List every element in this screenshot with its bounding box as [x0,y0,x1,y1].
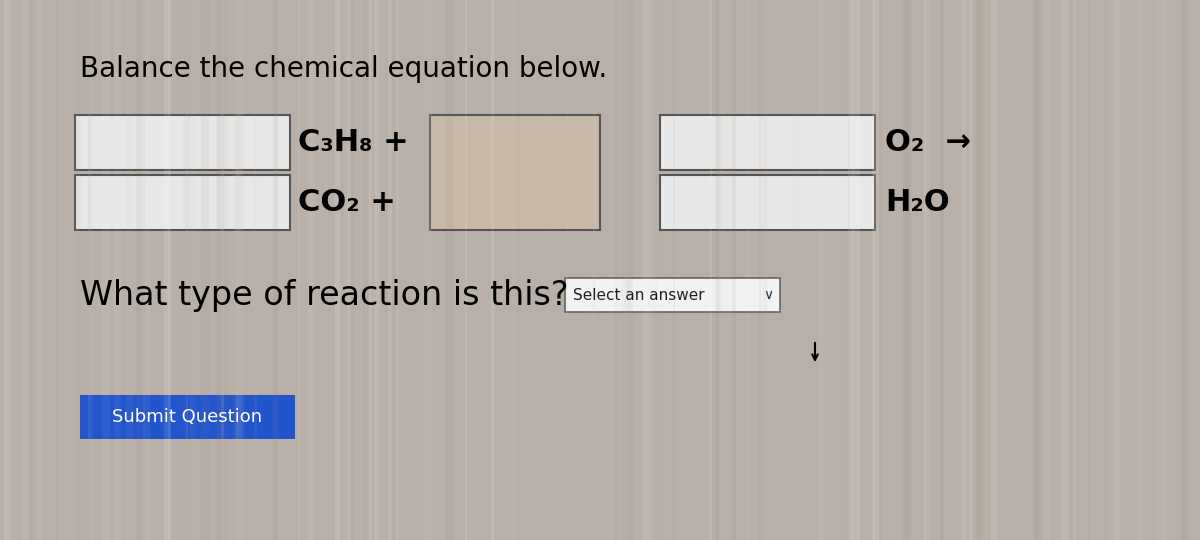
Bar [430,115,600,230]
Bar [660,175,875,230]
Bar [660,115,875,170]
Text: Balance the chemical equation below.: Balance the chemical equation below. [80,55,607,83]
Text: What type of reaction is this?: What type of reaction is this? [80,279,569,312]
Text: H₂O: H₂O [886,188,949,217]
Bar [74,175,290,230]
Text: O₂  →: O₂ → [886,128,971,157]
Bar [74,115,290,170]
Bar [80,395,295,439]
Bar [565,278,780,312]
Text: Submit Question: Submit Question [113,408,263,426]
Text: Select an answer: Select an answer [574,287,704,302]
Text: CO₂ +: CO₂ + [298,188,396,217]
Text: ∨: ∨ [763,288,773,302]
Text: C₃H₈ +: C₃H₈ + [298,128,409,157]
